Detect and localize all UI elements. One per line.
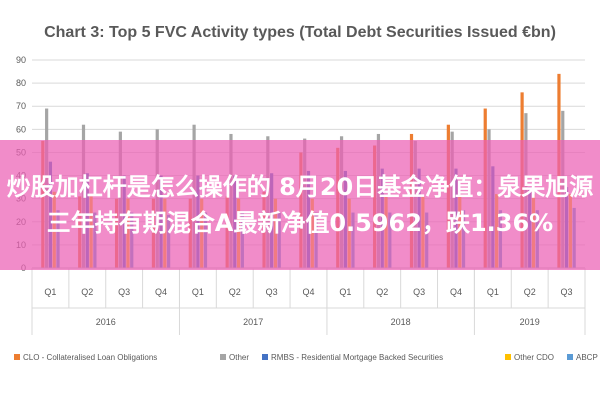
x-tick-label: Q2 <box>376 287 388 297</box>
promo-overlay-banner: 炒股加杠杆是怎么操作的 8月20日基金净值：泉果旭源三年持有期混合A最新净值0.… <box>0 140 600 270</box>
x-tick-label: Q3 <box>413 287 425 297</box>
legend-label: CLO - Collateralised Loan Obligations <box>23 353 157 362</box>
x-tick-label: Q3 <box>561 287 573 297</box>
x-tick-label: Q4 <box>155 287 167 297</box>
legend-swatch <box>262 354 268 360</box>
legend-label: RMBS - Residential Mortgage Backed Secur… <box>271 353 443 362</box>
x-tick-label: Q2 <box>229 287 241 297</box>
x-tick-label: Q2 <box>524 287 536 297</box>
legend-swatch <box>505 354 511 360</box>
promo-overlay-text: 炒股加杠杆是怎么操作的 8月20日基金净值：泉果旭源三年持有期混合A最新净值0.… <box>6 173 594 237</box>
y-tick-label: 80 <box>16 78 26 88</box>
legend-label: Other CDO <box>514 353 554 362</box>
y-tick-label: 70 <box>16 101 26 111</box>
x-tick-label: Q1 <box>192 287 204 297</box>
x-tick-label: Q4 <box>450 287 462 297</box>
x-tick-label: Q4 <box>302 287 314 297</box>
x-group-label: 2018 <box>391 317 411 327</box>
x-tick-label: Q1 <box>339 287 351 297</box>
x-group-label: 2016 <box>96 317 116 327</box>
legend-swatch <box>567 354 573 360</box>
x-group-label: 2017 <box>243 317 263 327</box>
x-axis: Q1 Q2 Q3 Q4 Q1 Q2 Q3 Q4 Q1 Q2 Q3 Q4 Q1 Q2 Q3 2016 2017 20… <box>31 267 586 335</box>
legend: CLO - Collateralised Loan Obligations Oth… <box>14 353 598 362</box>
x-group-label: 2019 <box>520 317 540 327</box>
legend-swatch <box>220 354 226 360</box>
x-tick-label: Q1 <box>44 287 56 297</box>
legend-label: ABCP <box>576 353 598 362</box>
x-tick-label: Q2 <box>81 287 93 297</box>
y-tick-label: 60 <box>16 124 26 134</box>
x-tick-label: Q3 <box>266 287 278 297</box>
x-tick-label: Q1 <box>487 287 499 297</box>
legend-swatch <box>14 354 20 360</box>
chart-title: Chart 3: Top 5 FVC Activity types (Total… <box>44 24 556 41</box>
legend-label: Other <box>229 353 249 362</box>
y-tick-label: 90 <box>16 55 26 65</box>
x-tick-label: Q3 <box>118 287 130 297</box>
